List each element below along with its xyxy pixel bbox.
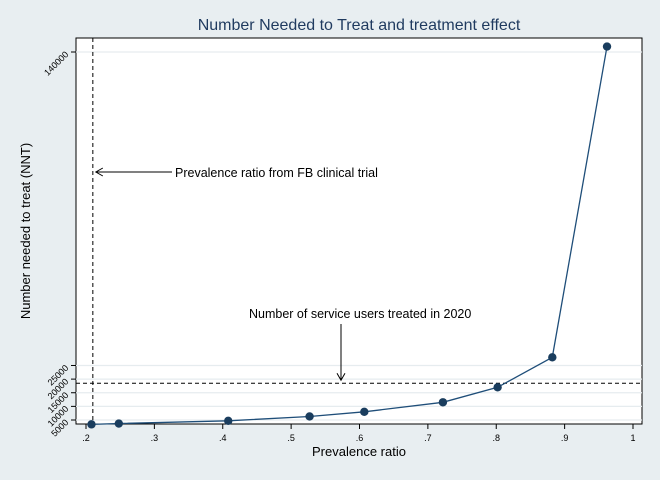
x-tick-label: .9 bbox=[561, 433, 569, 443]
data-point bbox=[87, 420, 96, 429]
grid-layer bbox=[76, 51, 642, 421]
x-tick-label: .6 bbox=[356, 433, 364, 443]
annotation-arrow-head bbox=[336, 372, 346, 382]
y-tick-label: 140000 bbox=[42, 49, 70, 77]
reference-lines bbox=[76, 38, 642, 424]
chart-title: Number Needed to Treat and treatment eff… bbox=[198, 17, 521, 34]
data-point bbox=[114, 419, 124, 428]
annotation-arrow-head bbox=[94, 167, 104, 177]
data-point bbox=[602, 42, 612, 51]
plot-area bbox=[75, 37, 643, 425]
series-layer bbox=[87, 42, 612, 429]
data-point bbox=[548, 353, 557, 362]
x-tick-label: .5 bbox=[287, 433, 295, 443]
x-tick-label: .7 bbox=[424, 433, 432, 443]
x-tick-label: .4 bbox=[219, 433, 227, 443]
annotation-label: Prevalence ratio from FB clinical trial bbox=[175, 166, 378, 180]
y-axis-title: Number needed to treat (NNT) bbox=[18, 143, 33, 319]
data-point bbox=[438, 398, 448, 407]
data-point bbox=[493, 383, 502, 392]
x-tick-label: .2 bbox=[82, 433, 90, 443]
annotations: Prevalence ratio from FB clinical trial N… bbox=[94, 166, 471, 382]
x-tick-label: .8 bbox=[492, 433, 500, 443]
x-tick-label: .3 bbox=[151, 433, 159, 443]
data-point bbox=[224, 416, 233, 426]
x-axis-title: Prevalence ratio bbox=[312, 444, 406, 459]
data-point bbox=[360, 407, 369, 417]
x-tick-label: 1 bbox=[630, 433, 635, 443]
annotation-label: Number of service users treated in 2020 bbox=[249, 307, 471, 321]
data-point bbox=[305, 412, 314, 421]
